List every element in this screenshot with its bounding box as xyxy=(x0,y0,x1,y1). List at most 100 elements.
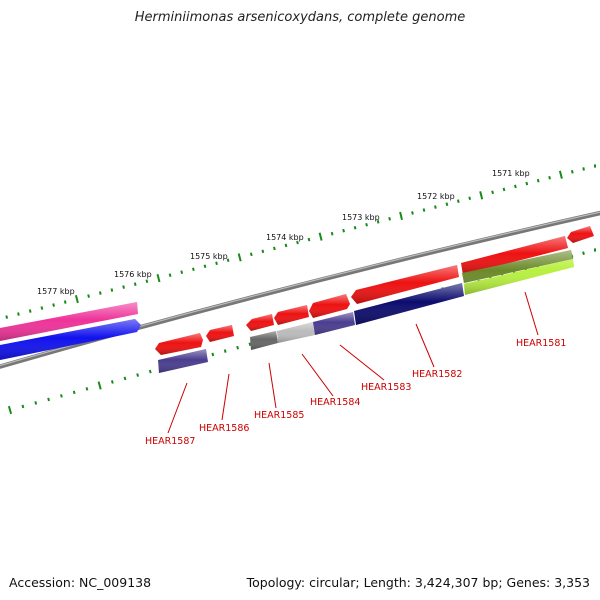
outer-minor-tick xyxy=(491,190,494,195)
outer-minor-tick xyxy=(548,175,551,180)
gene-right-edge-forward[interactable] xyxy=(567,226,594,243)
inner-minor-tick xyxy=(223,349,227,353)
outer-minor-tick xyxy=(98,291,102,295)
outer-major-tick xyxy=(558,170,563,179)
outer-minor-tick xyxy=(422,208,426,212)
outer-tick-track xyxy=(5,164,596,319)
outer-minor-tick xyxy=(261,249,265,254)
outer-minor-tick xyxy=(215,261,218,266)
outer-major-tick xyxy=(74,294,79,304)
outer-minor-tick xyxy=(192,267,195,272)
inner-minor-tick xyxy=(110,380,114,384)
outer-minor-tick xyxy=(249,252,253,257)
outer-minor-tick xyxy=(110,288,114,292)
forward-strand-genes xyxy=(0,226,594,355)
outer-minor-tick xyxy=(180,270,184,274)
outer-minor-tick xyxy=(203,264,207,269)
inner-minor-tick xyxy=(72,390,76,395)
outer-minor-tick xyxy=(284,243,288,248)
reverse-strand-genes xyxy=(0,250,574,373)
outer-major-tick xyxy=(399,211,403,221)
gene-hear1587-forward[interactable] xyxy=(155,333,203,355)
gene-hear1582-reverse[interactable] xyxy=(354,283,464,325)
outer-minor-tick xyxy=(17,312,20,316)
outer-minor-tick xyxy=(468,196,472,201)
outer-minor-tick xyxy=(296,240,299,245)
inner-minor-tick xyxy=(236,345,239,350)
gene-label-hear1583: HEAR1583 xyxy=(361,382,411,393)
outer-minor-tick xyxy=(28,309,32,313)
outer-minor-tick xyxy=(525,181,529,186)
gene-blue-reverse[interactable] xyxy=(0,319,141,361)
outer-minor-tick xyxy=(445,202,449,206)
gene-hear1585-forward[interactable] xyxy=(246,314,274,331)
gene-hear1587-reverse[interactable] xyxy=(158,349,208,373)
genome-backbone xyxy=(0,210,600,369)
outer-minor-tick xyxy=(273,246,276,251)
outer-minor-tick xyxy=(502,187,506,192)
outer-minor-tick xyxy=(456,199,460,203)
gene-label-hear1587: HEAR1587 xyxy=(145,436,195,447)
inner-major-tick xyxy=(97,381,102,390)
outer-minor-tick xyxy=(63,300,67,304)
inner-minor-tick xyxy=(123,376,127,381)
accession-text: Accession: NC_009138 xyxy=(9,575,152,590)
outer-minor-tick xyxy=(353,225,357,230)
inner-minor-tick xyxy=(85,387,89,391)
inner-minor-tick xyxy=(21,404,25,409)
kbp-label-1577: 1577 kbp xyxy=(37,287,75,296)
gene-hear1586-forward[interactable] xyxy=(206,325,234,342)
gene-hear1581-forward[interactable] xyxy=(461,236,568,275)
outer-minor-tick xyxy=(40,306,44,310)
gene-label-hear1582: HEAR1582 xyxy=(412,369,462,380)
kbp-label-1574: 1574 kbp xyxy=(266,233,304,242)
outer-minor-tick xyxy=(122,285,125,289)
gene-leader-lines xyxy=(167,291,539,434)
gene-label-hear1586: HEAR1586 xyxy=(199,423,249,434)
inner-minor-tick xyxy=(148,369,152,374)
outer-minor-tick xyxy=(582,167,585,171)
outer-minor-tick xyxy=(376,220,380,224)
outer-minor-tick xyxy=(226,258,230,263)
kbp-label-1573: 1573 kbp xyxy=(342,213,380,222)
gene-hear1585-reverse[interactable] xyxy=(250,331,278,350)
outer-minor-tick xyxy=(514,184,517,189)
inner-minor-tick xyxy=(47,397,50,402)
outer-minor-tick xyxy=(536,178,540,183)
gene-hear1584-reverse[interactable] xyxy=(277,322,315,343)
outer-minor-tick xyxy=(411,211,414,215)
map-title: Herminiimonas arsenicoxydans, complete g… xyxy=(134,10,466,25)
gene-hear1582-forward[interactable] xyxy=(351,265,459,304)
inner-minor-tick xyxy=(248,342,252,347)
gene-label-hear1585: HEAR1585 xyxy=(254,410,304,421)
outer-minor-tick xyxy=(388,217,391,221)
outer-minor-tick xyxy=(133,282,137,286)
gene-label-hear1584: HEAR1584 xyxy=(310,397,360,408)
outer-major-tick xyxy=(479,191,484,200)
gene-label-hear1581: HEAR1581 xyxy=(516,338,566,349)
outer-minor-tick xyxy=(168,273,172,277)
inner-minor-tick xyxy=(34,401,38,405)
inner-minor-tick xyxy=(582,251,585,255)
gene-pink-forward[interactable] xyxy=(0,302,138,342)
inner-minor-tick xyxy=(211,352,215,357)
topology-text: Topology: circular; Length: 3,424,307 bp… xyxy=(246,575,590,590)
outer-minor-tick xyxy=(52,303,55,307)
inner-minor-tick xyxy=(136,373,140,377)
outer-major-tick xyxy=(156,274,161,283)
inner-major-tick xyxy=(7,405,13,415)
outer-minor-tick xyxy=(342,228,345,233)
gene-hear1581-reverse[interactable] xyxy=(462,250,574,295)
outer-minor-tick xyxy=(145,279,149,283)
outer-minor-tick xyxy=(330,231,334,236)
inner-minor-tick xyxy=(60,394,63,398)
gene-hear1583-forward[interactable] xyxy=(309,294,350,318)
kbp-label-1571: 1571 kbp xyxy=(492,169,530,178)
outer-minor-tick xyxy=(570,170,574,174)
kbp-label-1576: 1576 kbp xyxy=(114,270,152,279)
gene-hear1584-forward[interactable] xyxy=(274,305,309,325)
gene-hear1583-reverse[interactable] xyxy=(313,312,355,335)
outer-minor-tick xyxy=(307,237,311,242)
outer-major-tick xyxy=(237,253,242,262)
